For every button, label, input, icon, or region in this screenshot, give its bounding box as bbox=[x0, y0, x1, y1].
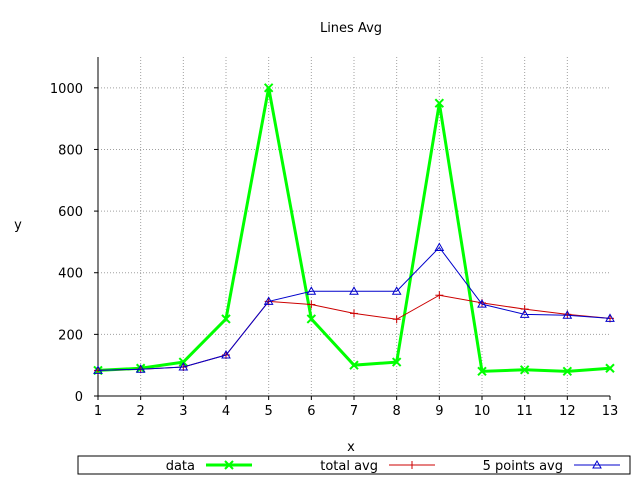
grid-lines bbox=[98, 57, 610, 396]
x-tick-label: 4 bbox=[222, 404, 230, 419]
x-tick-label: 12 bbox=[559, 404, 576, 419]
x-axis-label: x bbox=[347, 440, 355, 455]
data-point bbox=[435, 291, 444, 300]
data-point bbox=[306, 314, 317, 324]
legend-label: data bbox=[166, 459, 195, 474]
data-point bbox=[221, 350, 231, 359]
data-point bbox=[434, 98, 445, 108]
data-point bbox=[477, 299, 487, 308]
series-layer bbox=[93, 83, 615, 377]
series-line bbox=[97, 246, 611, 371]
legend-box bbox=[77, 455, 631, 475]
data-point bbox=[391, 286, 402, 295]
data-point bbox=[178, 362, 189, 371]
y-tick-label: 600 bbox=[58, 205, 83, 220]
series-data bbox=[93, 83, 615, 377]
y-tick-label: 800 bbox=[58, 143, 83, 158]
data-point bbox=[434, 242, 445, 251]
x-tick-label: 6 bbox=[307, 404, 315, 419]
x-tick-label: 1 bbox=[94, 404, 102, 419]
data-point bbox=[392, 315, 401, 324]
data-point bbox=[519, 309, 530, 318]
x-tick-label: 11 bbox=[516, 404, 533, 419]
data-point bbox=[349, 360, 359, 370]
data-point bbox=[477, 366, 487, 377]
data-point bbox=[135, 364, 146, 373]
legend-marker bbox=[224, 460, 234, 470]
y-tick-label: 1000 bbox=[50, 82, 83, 97]
data-point bbox=[263, 296, 274, 305]
chart-title: Lines Avg bbox=[320, 21, 382, 36]
x-tick-label: 13 bbox=[602, 404, 619, 419]
x-tick-label: 3 bbox=[179, 404, 187, 419]
y-tick-label: 400 bbox=[58, 267, 83, 282]
data-point bbox=[605, 363, 615, 373]
x-tick-label: 9 bbox=[435, 404, 443, 419]
series-line bbox=[97, 87, 611, 373]
data-point bbox=[519, 365, 530, 375]
data-point bbox=[306, 286, 317, 295]
x-tick-label: 2 bbox=[137, 404, 145, 419]
x-tick-label: 8 bbox=[393, 404, 401, 419]
x-tick-label: 7 bbox=[350, 404, 358, 419]
axes bbox=[94, 57, 611, 400]
y-tick-label: 200 bbox=[58, 328, 83, 343]
data-point bbox=[349, 286, 359, 295]
data-point bbox=[391, 357, 402, 367]
data-point bbox=[93, 365, 103, 374]
data-point bbox=[263, 83, 274, 93]
data-point bbox=[562, 310, 573, 319]
legend-item: total avg bbox=[320, 459, 435, 474]
legend-label: 5 points avg bbox=[483, 459, 563, 474]
x-tick-label: 10 bbox=[474, 404, 491, 419]
data-point bbox=[307, 300, 316, 309]
data-point bbox=[562, 366, 573, 377]
legend-marker bbox=[592, 459, 602, 469]
y-axis-label: y bbox=[14, 218, 22, 233]
y-tick-label: 0 bbox=[75, 390, 83, 405]
data-point bbox=[605, 313, 615, 322]
data-point bbox=[520, 305, 529, 314]
data-point bbox=[221, 314, 231, 324]
legend-label: total avg bbox=[320, 459, 378, 474]
series-5-points-avg bbox=[93, 242, 615, 374]
legend: data total avg 5 points avg bbox=[77, 455, 631, 475]
legend-item: 5 points avg bbox=[483, 459, 620, 474]
legend-marker bbox=[408, 461, 416, 469]
legend-item: data bbox=[166, 459, 252, 474]
data-point bbox=[350, 309, 358, 318]
x-tick-label: 5 bbox=[265, 404, 273, 419]
